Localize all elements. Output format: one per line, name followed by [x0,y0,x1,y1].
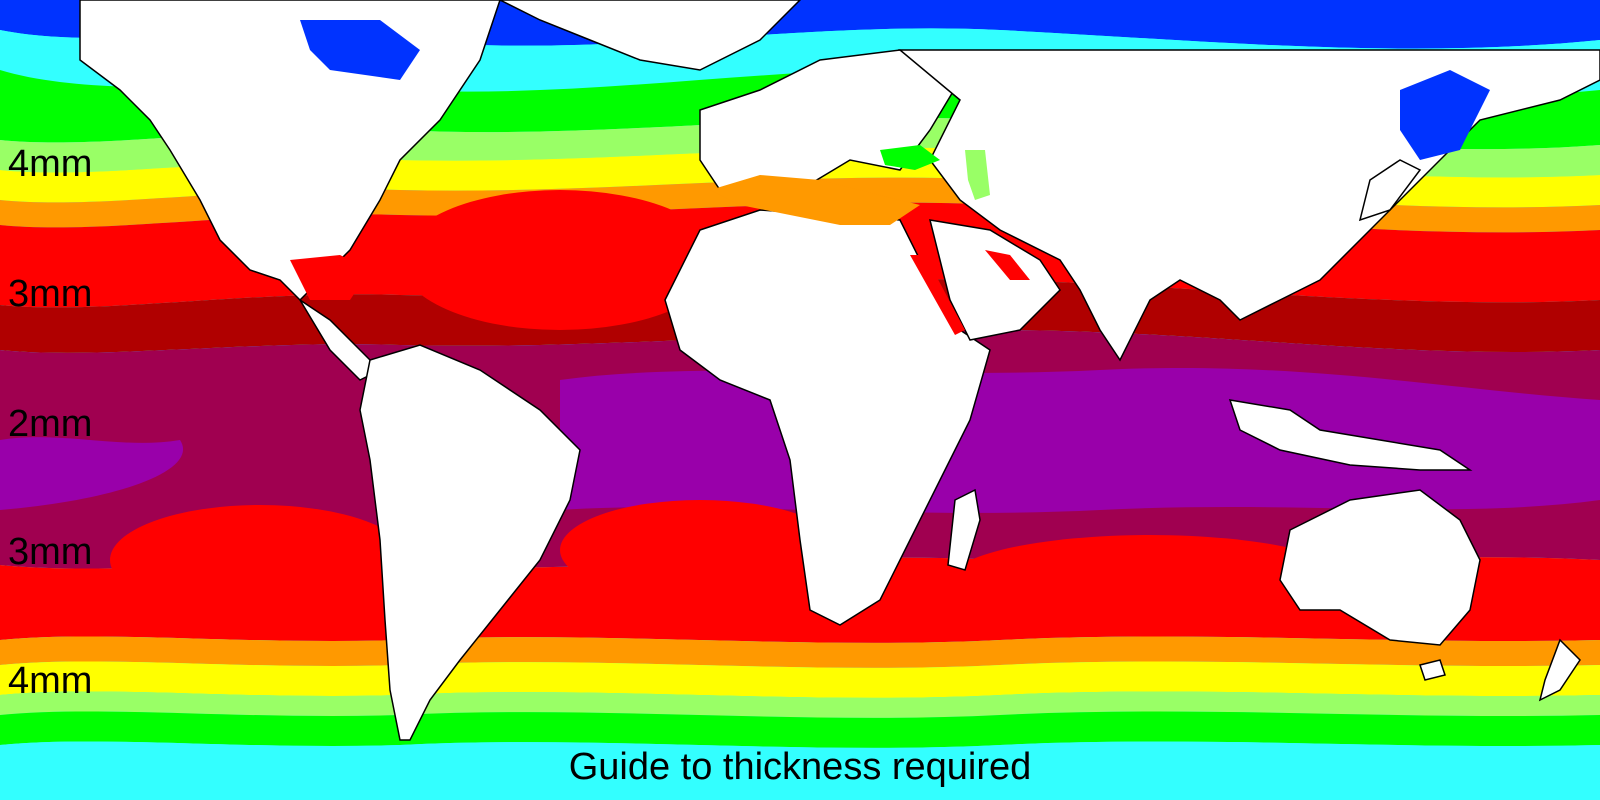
map-caption: Guide to thickness required [568,746,1032,788]
band-north-orange [0,177,1600,233]
atlantic-warm-red [400,190,720,330]
red-sea [910,255,965,335]
persian-gulf [985,250,1030,280]
land-south-america [359,344,581,741]
latitude-label-equator-2mm: 2mm [8,403,93,445]
land-new-zealand [1538,638,1581,702]
south-atlantic-red [560,500,840,600]
land-africa [664,209,991,626]
latitude-label-south-4mm: 4mm [8,660,93,702]
band-equator-purple [560,367,1600,513]
band-south-cyan [0,741,1600,800]
band-equator-purple-west [0,437,184,510]
south-indian-red [950,535,1350,625]
south-pacific-red [110,505,410,615]
land-australia [1279,489,1481,646]
land-japan [1358,159,1422,222]
sea-of-okhotsk [1400,70,1490,160]
land-greenland [499,0,802,71]
mediterranean [710,175,920,225]
hudson-bay [300,20,420,80]
latitude-label-north-3mm: 3mm [8,273,93,315]
land-arabia [928,219,1061,341]
land-madagascar [947,488,981,571]
black-sea [880,145,940,170]
land-tasmania [1419,659,1446,681]
gulf-of-mexico [290,255,370,300]
land-indonesia [1228,399,1473,471]
latitude-label-north-4mm: 4mm [8,143,93,185]
caspian-sea [965,150,990,200]
latitude-label-south-3mm: 3mm [8,531,93,573]
